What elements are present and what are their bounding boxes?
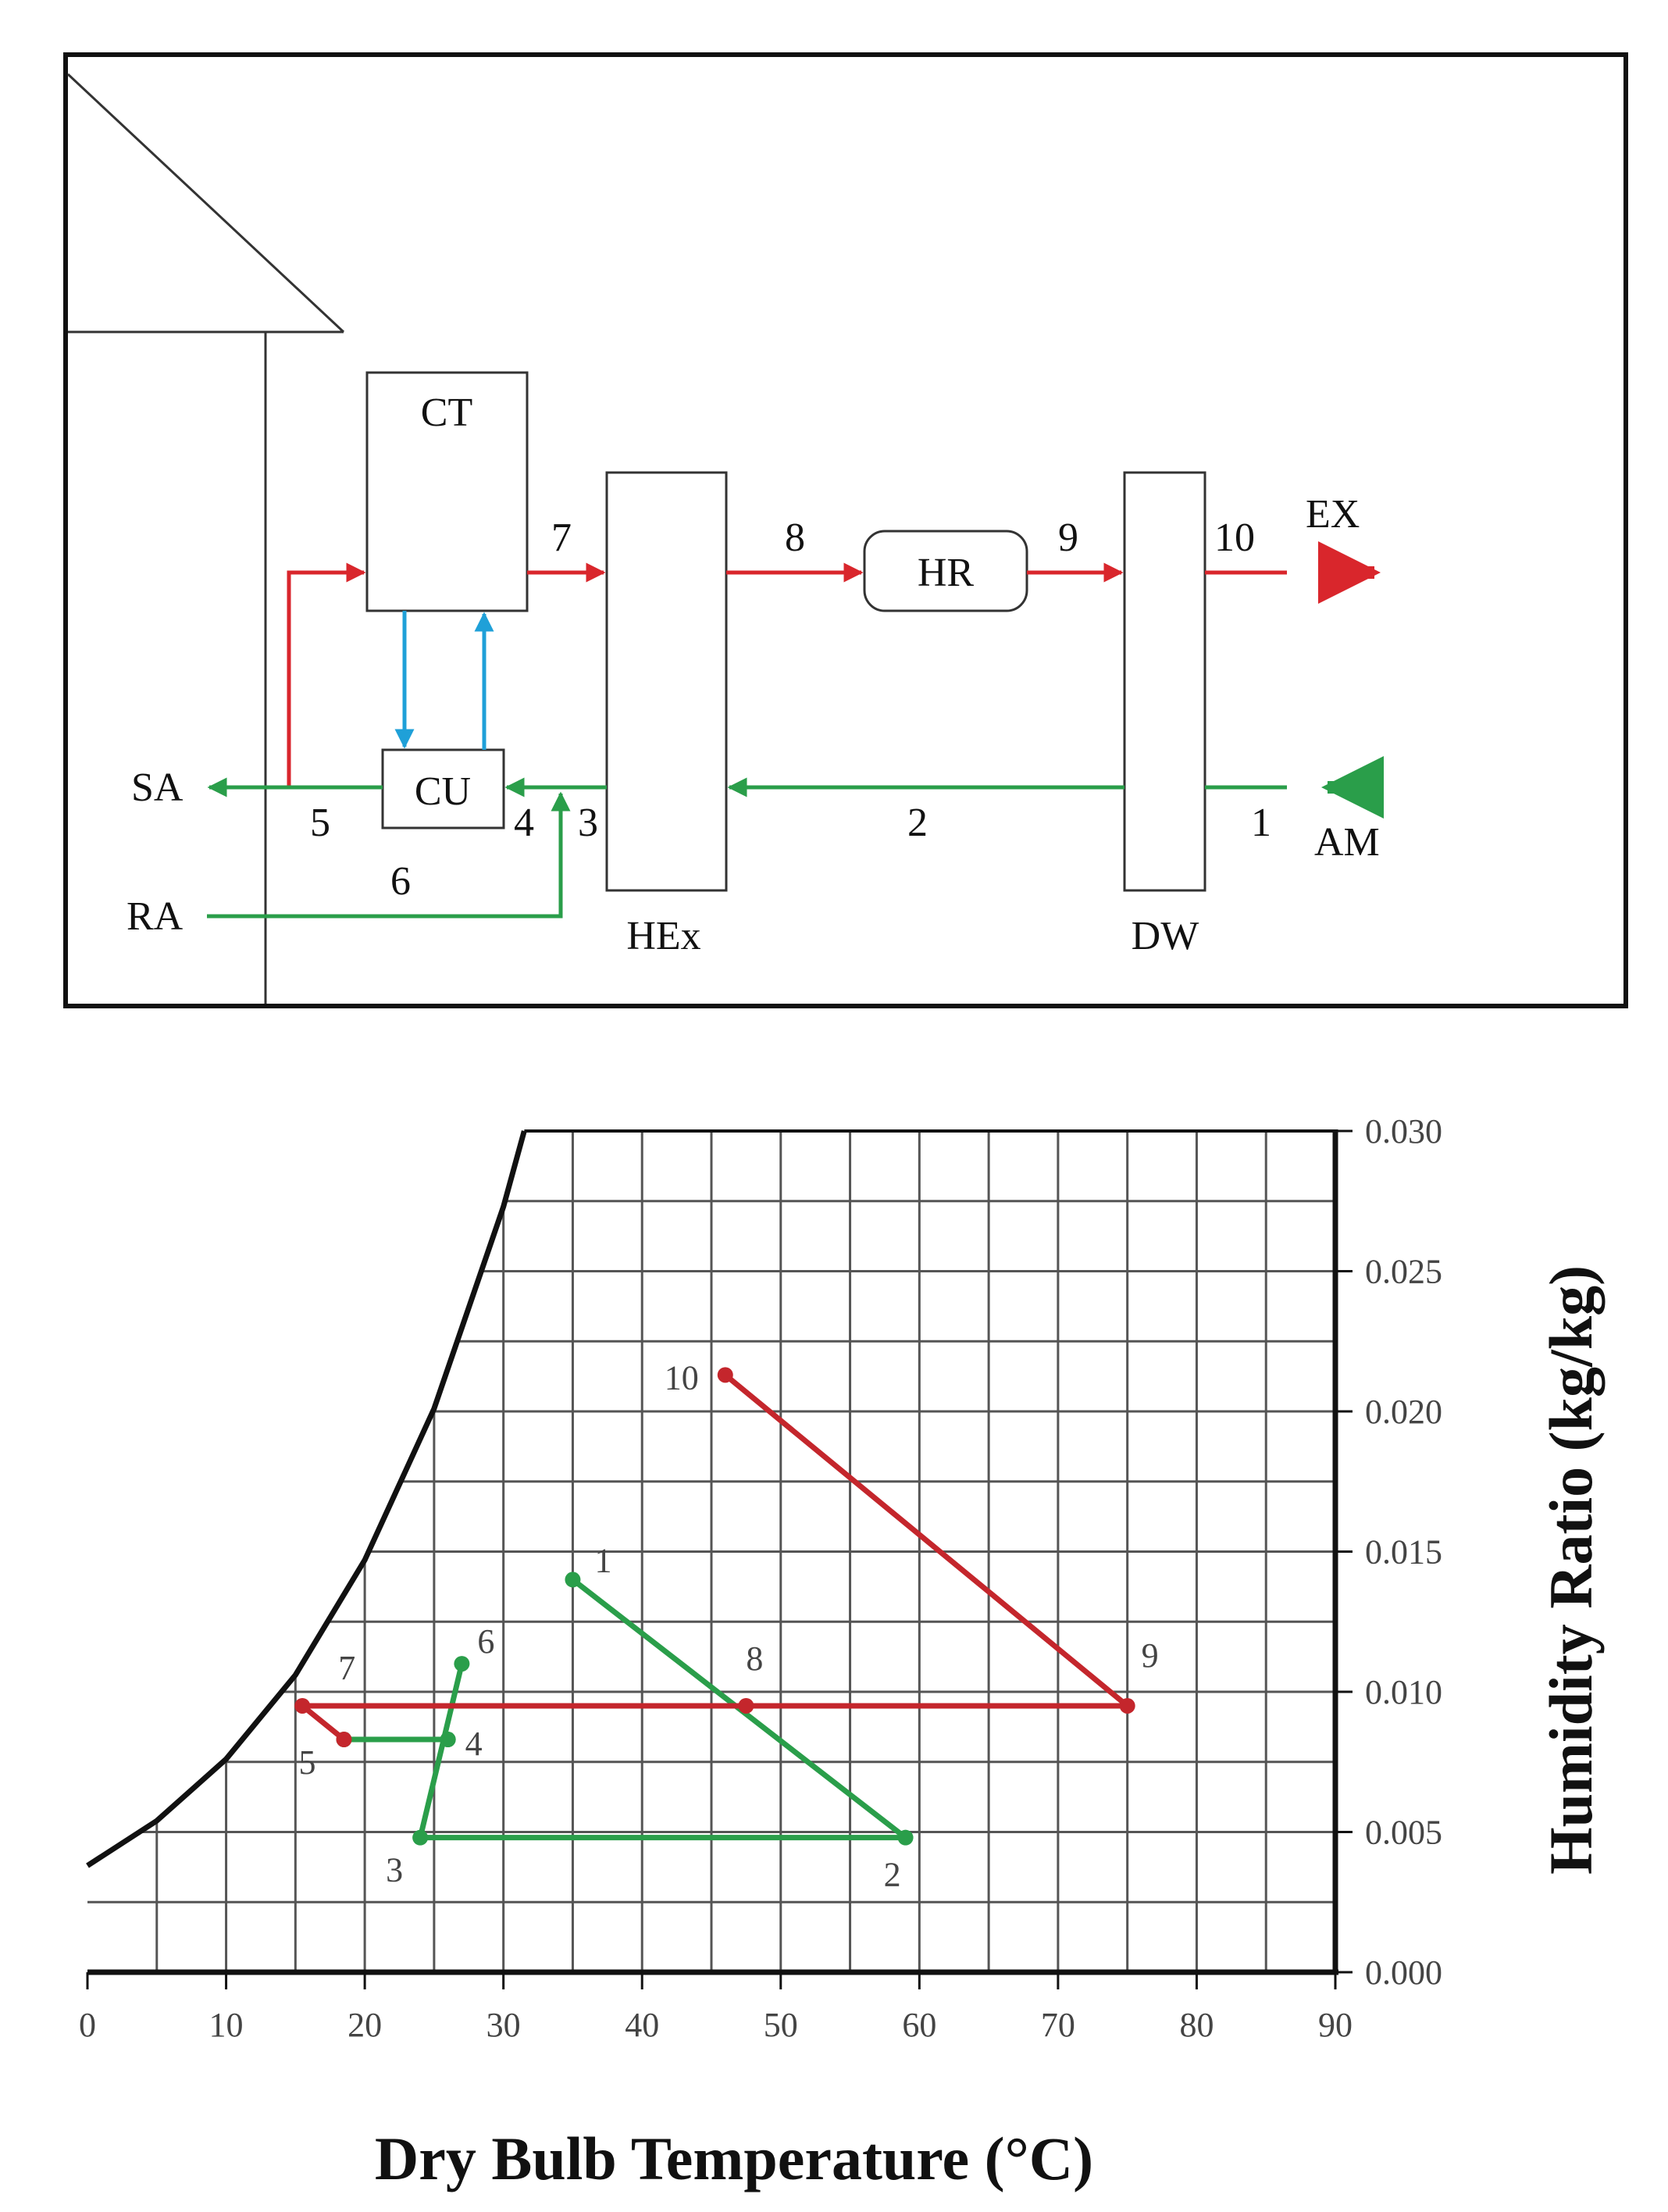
point-label-10: 10 (665, 1358, 699, 1397)
hex-box (605, 471, 728, 892)
point-label-6: 6 (477, 1622, 494, 1661)
state-10: 10 (1214, 516, 1255, 560)
schematic-diagram: CT CU HEx HR DW (63, 52, 1628, 1008)
state-5: 5 (310, 801, 330, 845)
state-point-7 (294, 1697, 311, 1714)
state-1: 1 (1251, 801, 1271, 845)
x-tick-label: 20 (348, 2006, 382, 2044)
state-point-1 (565, 1572, 581, 1588)
x-tick-label: 0 (79, 2006, 96, 2044)
ct-label: CT (421, 391, 472, 435)
state-8: 8 (785, 516, 805, 560)
am-label: AM (1314, 820, 1380, 865)
saturation-curve (86, 1130, 527, 1868)
series-1 (336, 1732, 456, 1748)
dw-box (1123, 471, 1206, 892)
ex-label: EX (1306, 492, 1360, 537)
point-label-5: 5 (298, 1743, 315, 1782)
y-tick-label: 0.025 (1365, 1253, 1442, 1291)
state-4: 4 (514, 801, 534, 845)
hot-air-flows (287, 541, 1381, 787)
series-2 (294, 1367, 1135, 1748)
x-tick-label: 40 (625, 2006, 659, 2044)
x-tick-label: 70 (1041, 2006, 1075, 2044)
x-tick-label: 60 (902, 2006, 936, 2044)
chart-axes (86, 1129, 1353, 1989)
hr-label: HR (918, 551, 975, 595)
state-point-8 (738, 1697, 754, 1714)
cu-label: CU (415, 769, 471, 814)
state-3: 3 (578, 801, 598, 845)
state-7: 7 (551, 516, 572, 560)
x-tick-label: 10 (209, 2006, 244, 2044)
point-label-8: 8 (746, 1639, 763, 1678)
psychrometric-chart: 0 10 20 30 40 50 60 70 80 90 0.000 0.005 0.010 0.015 0… (79, 1112, 1605, 2192)
hex-label: HEx (626, 914, 700, 958)
state-point-10 (717, 1367, 733, 1383)
saturation-curve-layer (86, 1128, 527, 1868)
point-label-3: 3 (386, 1851, 403, 1889)
saturation-mask (87, 1128, 525, 1866)
sa-label: SA (131, 765, 184, 810)
point-label-2: 2 (884, 1856, 901, 1894)
state-point-5 (336, 1732, 352, 1748)
cu-box (381, 748, 505, 830)
y-tick-label: 0.000 (1365, 1953, 1442, 1992)
state-2: 2 (907, 801, 928, 845)
state-9: 9 (1058, 516, 1078, 560)
chart-series (294, 1367, 1135, 1846)
state-6: 6 (390, 859, 411, 904)
segment-3-6 (417, 1661, 465, 1841)
state-point-2 (897, 1829, 914, 1846)
state-point-6 (454, 1656, 470, 1672)
schematic-frame (63, 52, 1628, 1008)
flow-5-to-ct (287, 562, 366, 787)
dw-label: DW (1132, 914, 1199, 958)
y-tick-label: 0.030 (1365, 1112, 1442, 1151)
point-label-9: 9 (1142, 1636, 1159, 1675)
x-tick-label: 50 (764, 2006, 798, 2044)
point-label-7: 7 (338, 1649, 355, 1687)
cool-air-flows (207, 756, 1384, 919)
ct-box (365, 371, 529, 612)
y-tick-label: 0.005 (1365, 1814, 1442, 1852)
x-tick-label: 30 (486, 2006, 521, 2044)
y-axis-title: Humidity Ratio (kg/kg) (1537, 1265, 1605, 1875)
state-point-9 (1119, 1697, 1135, 1714)
point-label-1: 1 (594, 1541, 611, 1579)
segment-9-10 (722, 1372, 1131, 1709)
series-0 (412, 1572, 914, 1846)
x-tick-label: 90 (1318, 2006, 1353, 2044)
chart-tick-labels: 0 10 20 30 40 50 60 70 80 90 0.000 0.005 0.010 0.015 0… (79, 1112, 1442, 2044)
segment-5-7 (299, 1703, 347, 1743)
water-flows (394, 611, 494, 750)
building-outline (66, 73, 345, 1004)
point-label-4: 4 (465, 1725, 483, 1763)
state-point-4 (440, 1732, 456, 1748)
ra-label: RA (127, 894, 184, 939)
flow-ra-return (207, 791, 571, 919)
state-point-3 (412, 1829, 429, 1846)
y-tick-label: 0.020 (1365, 1393, 1442, 1431)
y-tick-label: 0.010 (1365, 1673, 1442, 1711)
x-axis-title: Dry Bulb Temperature (°C) (375, 2125, 1093, 2192)
y-tick-label: 0.015 (1365, 1533, 1442, 1572)
x-tick-label: 80 (1179, 2006, 1214, 2044)
